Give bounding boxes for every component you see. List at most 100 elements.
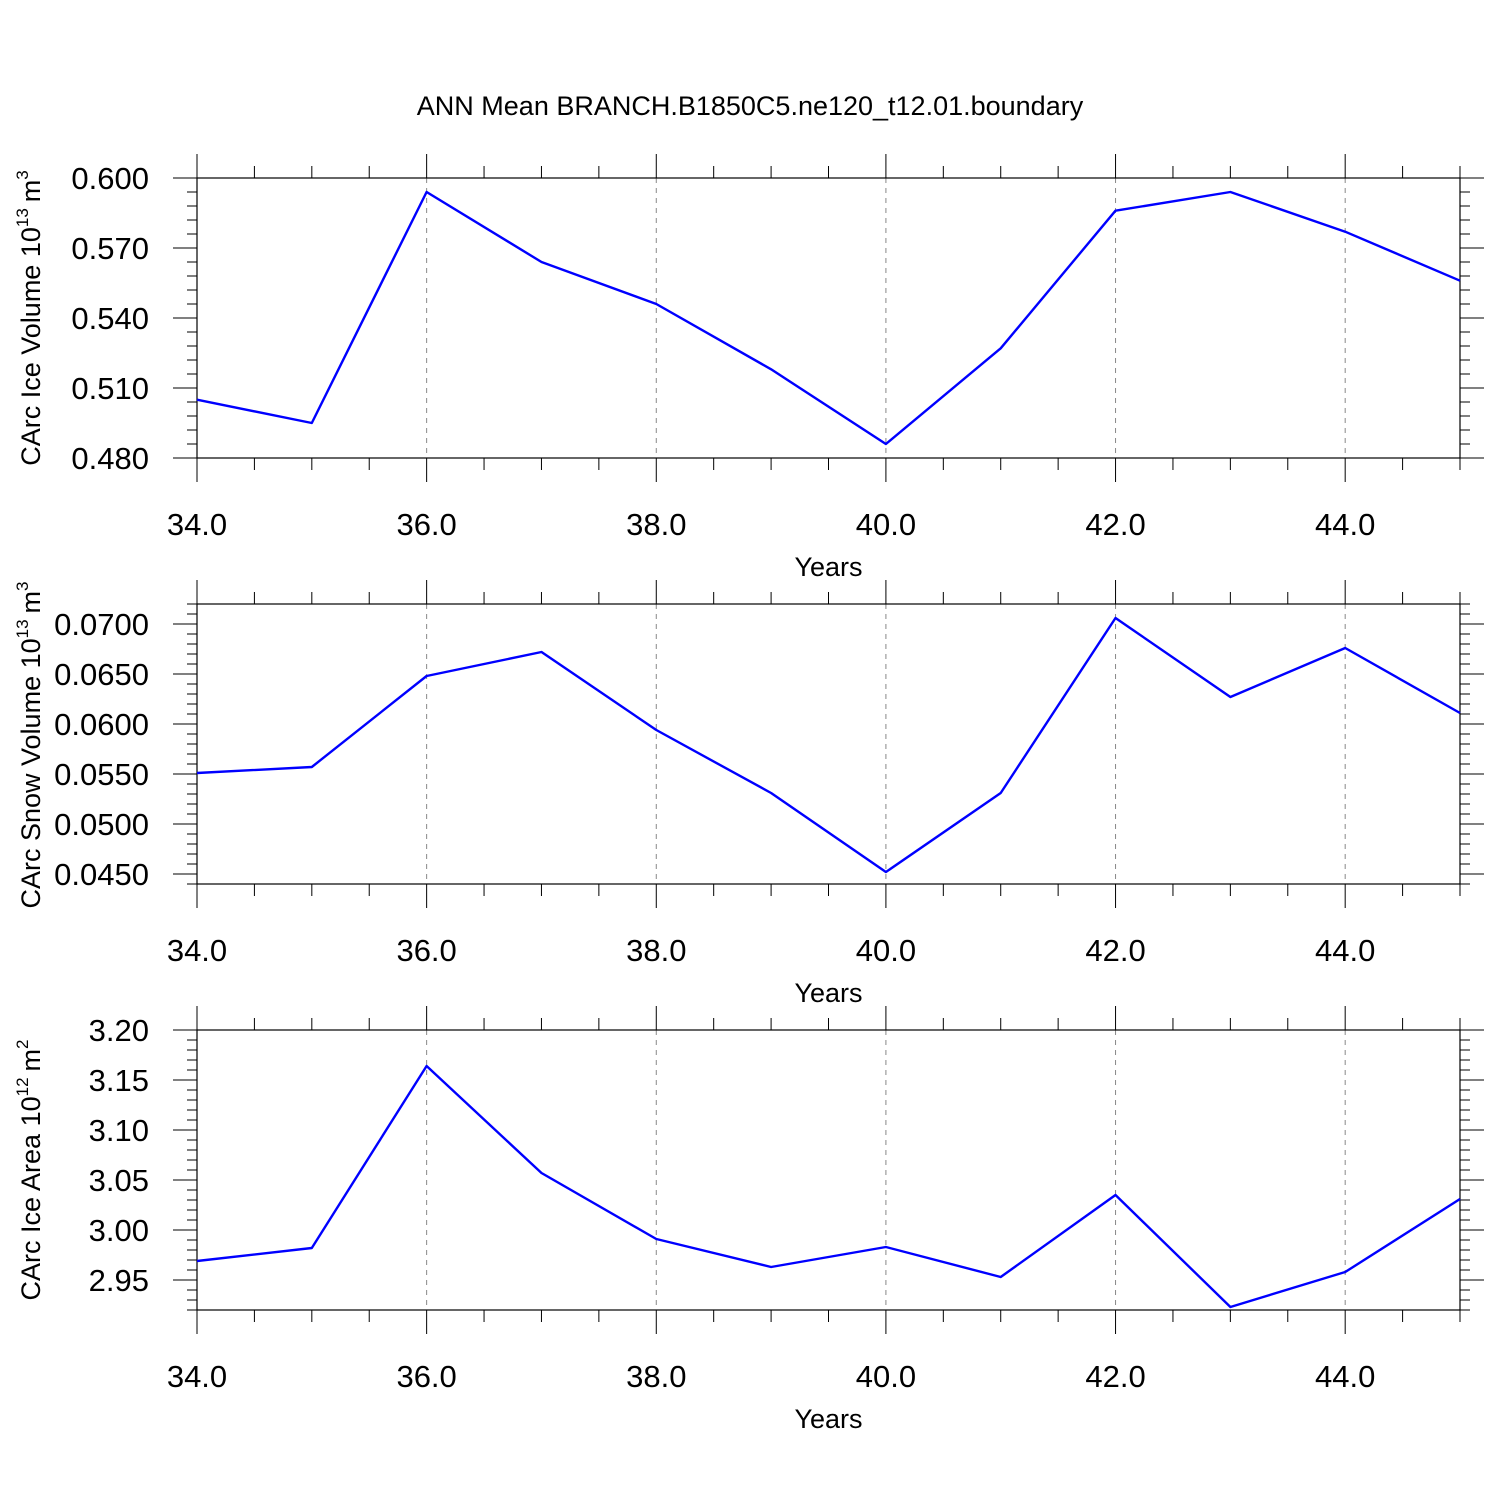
plot-frame-ice-area [196,1029,1461,1311]
panel-ice-volume: 34.0 36.0 38.0 40.0 42.0 44.0 0.480 0.510 0.540 0… [13,154,1484,582]
y-tick-label-ice-area-5: 3.20 [89,1013,149,1048]
x-tick-label-snow-volume-3: 40.0 [856,933,916,968]
data-point-ice-area-2 [425,1064,429,1068]
chart-title: ANN Mean BRANCH.B1850C5.ne120_t12.01.bou… [417,91,1084,121]
x-tick-label-snow-volume-5: 44.0 [1315,933,1375,968]
y-axis-title-snow-volume: CArc Snow Volume 1013 m3 [13,581,46,908]
data-point-ice-area-4 [654,1237,658,1241]
data-point-ice-area-11 [1458,1197,1462,1201]
y-axis-title-text: CArc Snow Volume 10 [16,638,46,908]
y-axis-title-exponent: 12 [13,1077,32,1096]
x-tick-label-ice-area-3: 40.0 [856,1359,916,1394]
x-tick-label-snow-volume-4: 42.0 [1085,933,1145,968]
y-tick-label-ice-area-4: 3.15 [89,1063,149,1098]
panel-snow-volume: 34.0 36.0 38.0 40.0 42.0 44.0 0.0450 0.0500 0.05… [13,580,1484,1008]
data-point-ice-volume-11 [1458,279,1462,283]
x-tick-label-snow-volume-1: 36.0 [396,933,456,968]
data-point-ice-volume-1 [310,421,314,425]
data-point-snow-volume-1 [310,765,314,769]
data-point-snow-volume-10 [1343,646,1347,650]
data-point-ice-volume-5 [769,367,773,371]
plot-frame-snow-volume [196,603,1461,885]
y-tick-label-ice-area-3: 3.10 [89,1113,149,1148]
y-axis-title-unit-exponent: 3 [13,170,32,179]
data-point-snow-volume-11 [1458,711,1462,715]
y-axis-title-unit-exponent: 2 [13,1040,32,1049]
data-point-ice-volume-0 [195,398,199,402]
data-point-ice-volume-10 [1343,230,1347,234]
x-axis-title-ice-volume: Years [794,552,862,582]
x-tick-label-ice-volume-1: 36.0 [396,507,456,542]
y-tick-label-snow-volume-3: 0.0600 [54,707,149,742]
data-point-ice-area-6 [884,1245,888,1249]
y-tick-label-snow-volume-4: 0.0650 [54,657,149,692]
x-tick-label-snow-volume-0: 34.0 [167,933,227,968]
y-axis-title-unit: m [16,591,46,614]
y-axis-title-text: CArc Ice Volume 10 [16,227,46,466]
y-axis-title-text: CArc Ice Area 10 [16,1096,46,1300]
y-axis-title-unit-exponent: 3 [13,581,32,590]
data-point-ice-volume-9 [1228,190,1232,194]
series-line-snow-volume [196,616,1461,874]
data-point-snow-volume-2 [425,674,429,678]
y-axis-title-unit: m [16,180,46,203]
y-tick-label-ice-volume-2: 0.540 [71,301,149,336]
data-point-snow-volume-0 [195,771,199,775]
x-tick-label-ice-area-4: 42.0 [1085,1359,1145,1394]
y-axis-title-exponent: 13 [13,619,32,638]
x-tick-label-ice-volume-3: 40.0 [856,507,916,542]
y-tick-label-ice-area-2: 3.05 [89,1163,149,1198]
y-axis-title-ice-volume: CArc Ice Volume 1013 m3 [13,170,46,466]
x-tick-label-ice-area-0: 34.0 [167,1359,227,1394]
data-point-ice-area-8 [1114,1193,1118,1197]
y-tick-label-ice-volume-0: 0.480 [71,441,149,476]
y-tick-label-ice-volume-4: 0.600 [71,161,149,196]
data-point-ice-area-9 [1228,1305,1232,1309]
data-point-ice-area-10 [1343,1270,1347,1274]
data-point-ice-volume-7 [999,346,1003,350]
data-point-snow-volume-3 [539,650,543,654]
series-line-ice-area [196,1064,1461,1309]
data-point-snow-volume-6 [884,870,888,874]
x-tick-label-ice-area-1: 36.0 [396,1359,456,1394]
data-point-ice-area-3 [539,1171,543,1175]
data-point-ice-area-1 [310,1246,314,1250]
data-point-ice-volume-4 [654,302,658,306]
y-tick-label-snow-volume-1: 0.0500 [54,807,149,842]
series-line-ice-volume [196,190,1461,446]
data-point-snow-volume-4 [654,728,658,732]
data-point-snow-volume-9 [1228,695,1232,699]
x-tick-label-ice-area-5: 44.0 [1315,1359,1375,1394]
data-point-snow-volume-7 [999,791,1003,795]
data-point-ice-volume-2 [425,190,429,194]
y-tick-label-ice-area-1: 3.00 [89,1213,149,1248]
y-tick-label-snow-volume-5: 0.0700 [54,607,149,642]
y-axis-title-unit: m [16,1049,46,1072]
y-axis-title-ice-area: CArc Ice Area 1012 m2 [13,1040,46,1301]
y-tick-label-snow-volume-0: 0.0450 [54,857,149,892]
x-tick-label-ice-volume-5: 44.0 [1315,507,1375,542]
x-tick-label-snow-volume-2: 38.0 [626,933,686,968]
plot-frame-ice-volume [196,177,1461,459]
y-tick-label-snow-volume-2: 0.0550 [54,757,149,792]
y-tick-label-ice-volume-1: 0.510 [71,371,149,406]
panel-ice-area: 34.0 36.0 38.0 40.0 42.0 44.0 2.95 3.00 3.05 3.10… [13,1006,1484,1434]
data-point-ice-area-0 [195,1259,199,1263]
x-tick-label-ice-volume-4: 42.0 [1085,507,1145,542]
x-axis-title-snow-volume: Years [794,978,862,1008]
data-point-snow-volume-8 [1114,616,1118,620]
data-point-ice-area-5 [769,1265,773,1269]
y-tick-label-ice-area-0: 2.95 [89,1263,149,1298]
data-point-ice-area-7 [999,1275,1003,1279]
data-point-snow-volume-5 [769,791,773,795]
x-tick-label-ice-volume-0: 34.0 [167,507,227,542]
data-point-ice-volume-8 [1114,209,1118,213]
data-point-ice-volume-3 [539,260,543,264]
data-point-ice-volume-6 [884,442,888,446]
x-tick-label-ice-volume-2: 38.0 [626,507,686,542]
y-axis-title-exponent: 13 [13,208,32,227]
x-tick-label-ice-area-2: 38.0 [626,1359,686,1394]
y-tick-label-ice-volume-3: 0.570 [71,231,149,266]
x-axis-title-ice-area: Years [794,1404,862,1434]
